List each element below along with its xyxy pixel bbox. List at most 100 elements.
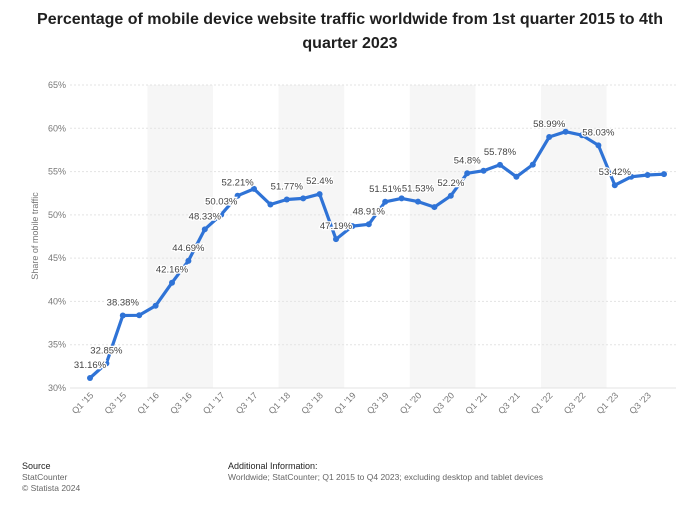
- data-label: 51.53%: [402, 184, 435, 195]
- data-point[interactable]: [562, 128, 569, 135]
- data-point[interactable]: [497, 161, 503, 168]
- x-tick-label: Q1 '21: [463, 390, 489, 416]
- chart-series: [87, 128, 667, 381]
- x-tick-label: Q1 '19: [332, 390, 358, 416]
- data-point[interactable]: [447, 192, 454, 199]
- data-point[interactable]: [349, 223, 356, 230]
- data-point[interactable]: [136, 312, 143, 319]
- x-tick-label: Q3 '18: [299, 390, 325, 416]
- data-point[interactable]: [152, 302, 159, 309]
- data-point[interactable]: [283, 196, 290, 203]
- x-tick-label: Q3 '17: [234, 390, 260, 416]
- y-tick-label: 65%: [48, 80, 66, 90]
- data-label: 32.85%: [90, 345, 123, 356]
- y-tick-label: 40%: [48, 296, 66, 306]
- data-point[interactable]: [546, 134, 553, 141]
- data-labels: 31.16% 32.85% 38.38% 42.16% 44.69% 48.33% 50.0…: [73, 118, 633, 372]
- x-tick-label: Q3 '15: [103, 390, 129, 416]
- x-tick-label: Q1 '22: [529, 390, 555, 416]
- year-band: [147, 85, 213, 388]
- x-tick-label: Q1 '18: [267, 390, 293, 416]
- source-block: Source StatCounter © Statista 2024: [22, 461, 80, 494]
- data-label: 55.78%: [484, 147, 517, 158]
- data-label: 50.03%: [205, 197, 238, 208]
- data-point[interactable]: [119, 312, 126, 319]
- data-point[interactable]: [169, 279, 175, 286]
- data-label: 47.19%: [320, 221, 353, 232]
- data-label: 58.99%: [533, 119, 566, 130]
- x-tick-label: Q3 '20: [431, 390, 457, 416]
- source-heading: Source: [22, 461, 51, 471]
- data-label: 38.38%: [107, 297, 140, 308]
- data-point[interactable]: [316, 191, 323, 198]
- additional-info-block: Additional Information: Worldwide; StatC…: [228, 461, 543, 483]
- x-axis-ticks: Q1 '15 Q3 '15 Q1 '16 Q3 '16 Q1 '17 Q3 '17 Q1 '…: [70, 390, 653, 416]
- chart-title: Percentage of mobile device website traf…: [20, 8, 680, 56]
- y-tick-label: 35%: [48, 340, 66, 350]
- y-axis-ticks: 30% 35% 40% 45% 50% 55% 60% 65%: [48, 80, 66, 393]
- y-axis-title: Share of mobile traffic: [30, 192, 40, 280]
- data-point[interactable]: [628, 173, 635, 180]
- data-point[interactable]: [464, 170, 471, 177]
- data-point[interactable]: [611, 182, 618, 189]
- x-tick-label: Q3 '16: [168, 390, 194, 416]
- y-tick-label: 55%: [48, 167, 66, 177]
- x-tick-label: Q3 '23: [627, 390, 653, 416]
- x-tick-label: Q1 '15: [70, 390, 96, 416]
- data-label: 51.77%: [271, 182, 304, 193]
- x-tick-label: Q3 '19: [365, 390, 391, 416]
- chart-title-line-2: quarter 2023: [302, 35, 398, 52]
- data-point[interactable]: [234, 192, 241, 199]
- chart-gridlines: [70, 84, 676, 389]
- copyright-text: © Statista 2024: [22, 483, 81, 493]
- data-point[interactable]: [218, 211, 225, 218]
- data-label: 44.69%: [172, 243, 205, 254]
- x-tick-label: Q3 '22: [562, 390, 588, 416]
- data-label: 52.21%: [221, 178, 254, 189]
- data-point[interactable]: [87, 374, 93, 381]
- x-tick-label: Q1 '16: [135, 390, 161, 416]
- source-name[interactable]: StatCounter: [22, 472, 68, 482]
- data-label: 48.33%: [189, 211, 222, 222]
- data-point[interactable]: [398, 195, 405, 202]
- additional-info-text: Worldwide; StatCounter; Q1 2015 to Q4 20…: [228, 472, 544, 482]
- data-point[interactable]: [251, 185, 257, 192]
- data-point[interactable]: [661, 171, 667, 178]
- data-point[interactable]: [333, 236, 339, 243]
- data-label: 52.4%: [306, 176, 333, 187]
- data-point[interactable]: [267, 201, 274, 208]
- data-point[interactable]: [644, 172, 651, 179]
- data-point[interactable]: [103, 360, 110, 367]
- data-label: 31.16%: [74, 360, 107, 371]
- data-point[interactable]: [415, 198, 421, 205]
- data-point[interactable]: [431, 204, 438, 211]
- data-point[interactable]: [365, 221, 372, 228]
- x-tick-label: Q1 '23: [595, 390, 621, 416]
- data-label: 54.8%: [454, 155, 481, 166]
- data-label: 51.51%: [369, 184, 402, 195]
- x-tick-label: Q3 '21: [496, 390, 522, 416]
- y-tick-label: 50%: [48, 210, 66, 220]
- chart-title-line-1: Percentage of mobile device website traf…: [37, 11, 663, 28]
- data-point[interactable]: [300, 195, 307, 202]
- y-tick-label: 60%: [48, 123, 66, 133]
- data-point[interactable]: [529, 161, 536, 168]
- chart-background-bands: [147, 85, 607, 388]
- data-point[interactable]: [579, 132, 585, 139]
- data-point[interactable]: [201, 226, 208, 233]
- year-band: [409, 85, 476, 388]
- data-point[interactable]: [480, 167, 487, 174]
- data-point[interactable]: [513, 173, 520, 180]
- x-tick-label: Q1 '17: [201, 390, 227, 416]
- y-tick-label: 30%: [48, 383, 66, 393]
- data-label: 53.42%: [599, 167, 632, 178]
- data-point[interactable]: [595, 142, 602, 149]
- data-label: 42.16%: [156, 265, 189, 276]
- data-label: 52.2%: [437, 178, 464, 189]
- x-tick-label: Q1 '20: [398, 390, 424, 416]
- data-point[interactable]: [382, 198, 389, 205]
- y-tick-label: 45%: [48, 253, 66, 263]
- year-band: [278, 85, 345, 388]
- data-point[interactable]: [185, 257, 192, 264]
